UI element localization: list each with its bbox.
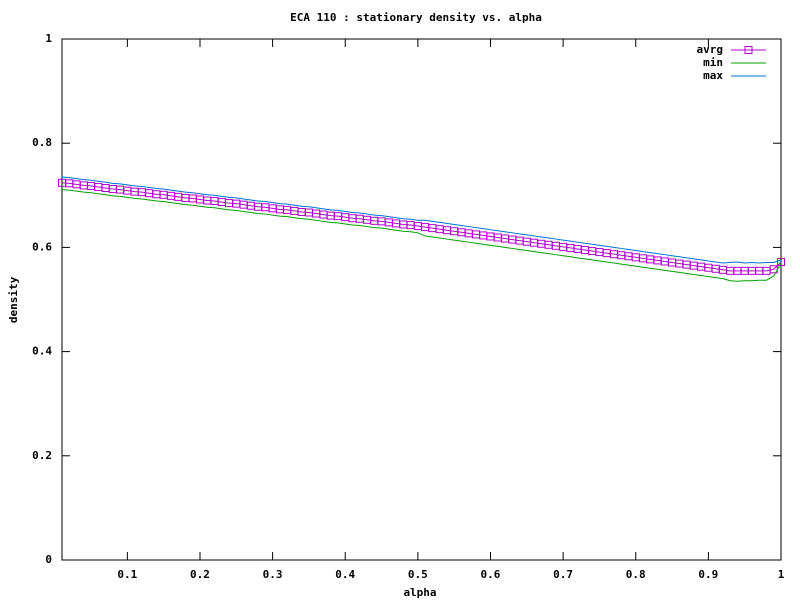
x-tick-label: 0.6 xyxy=(481,568,501,581)
legend-label: avrg xyxy=(697,43,724,56)
y-tick-label: 0 xyxy=(45,553,52,566)
plot-frame xyxy=(61,38,782,561)
y-axis-label: density xyxy=(7,276,20,323)
series-line xyxy=(61,176,782,264)
x-tick-label: 0.3 xyxy=(263,568,283,581)
x-tick-label: 0.4 xyxy=(335,568,355,581)
x-tick-label: 0.5 xyxy=(408,568,428,581)
x-tick-label: 0.2 xyxy=(190,568,210,581)
x-tick-label: 0.7 xyxy=(553,568,573,581)
x-tick-label: 1 xyxy=(778,568,785,581)
legend-marker xyxy=(744,46,753,54)
x-axis-label: alpha xyxy=(403,586,436,599)
y-tick-label: 1 xyxy=(45,32,52,45)
x-tick-label: 0.9 xyxy=(698,568,718,581)
y-tick-label: 0.6 xyxy=(32,240,52,253)
y-tick-label: 0.4 xyxy=(32,345,52,358)
chart-title: ECA 110 : stationary density vs. alpha xyxy=(290,11,542,24)
y-tick-label: 0.2 xyxy=(32,449,52,462)
y-tick-label: 0.8 xyxy=(32,136,52,149)
legend-label: max xyxy=(703,69,723,82)
series-line xyxy=(61,189,782,282)
point-marker xyxy=(777,257,785,266)
x-tick-label: 0.1 xyxy=(117,568,137,581)
x-tick-label: 0.8 xyxy=(626,568,646,581)
legend-label: min xyxy=(703,56,723,69)
